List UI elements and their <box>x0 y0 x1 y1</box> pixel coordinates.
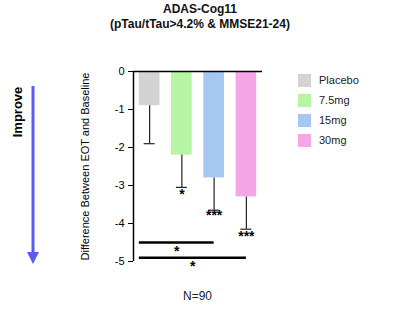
svg-text:***: *** <box>238 228 255 244</box>
html-text:ADAS-Cog11: ADAS-Cog11 <box>163 2 237 16</box>
svg-text:Difference Between EOT and Bas: Difference Between EOT and Baseline <box>79 73 91 261</box>
html-text:(pTau/tTau>4.2% & MMSE21-24): (pTau/tTau>4.2% & MMSE21-24) <box>110 17 290 31</box>
html-text:30mg: 30mg <box>319 134 347 146</box>
svg-text:0: 0 <box>118 65 124 77</box>
html-text:N=90: N=90 <box>183 289 212 303</box>
svg-text:***: *** <box>206 207 223 223</box>
html-text:Placebo: Placebo <box>319 74 359 86</box>
html-text:7.5mg: 7.5mg <box>319 94 350 106</box>
svg-text:-4: -4 <box>115 217 125 229</box>
svg-text:Improve: Improve <box>10 87 25 138</box>
svg-text:-3: -3 <box>115 179 125 191</box>
html-text:15mg: 15mg <box>319 114 347 126</box>
svg-text:-1: -1 <box>115 103 125 115</box>
svg-text:*: * <box>174 243 180 259</box>
svg-text:-2: -2 <box>115 141 125 153</box>
svg-text:-5: -5 <box>115 255 125 267</box>
svg-text:*: * <box>179 186 185 202</box>
svg-text:*: * <box>190 258 196 274</box>
